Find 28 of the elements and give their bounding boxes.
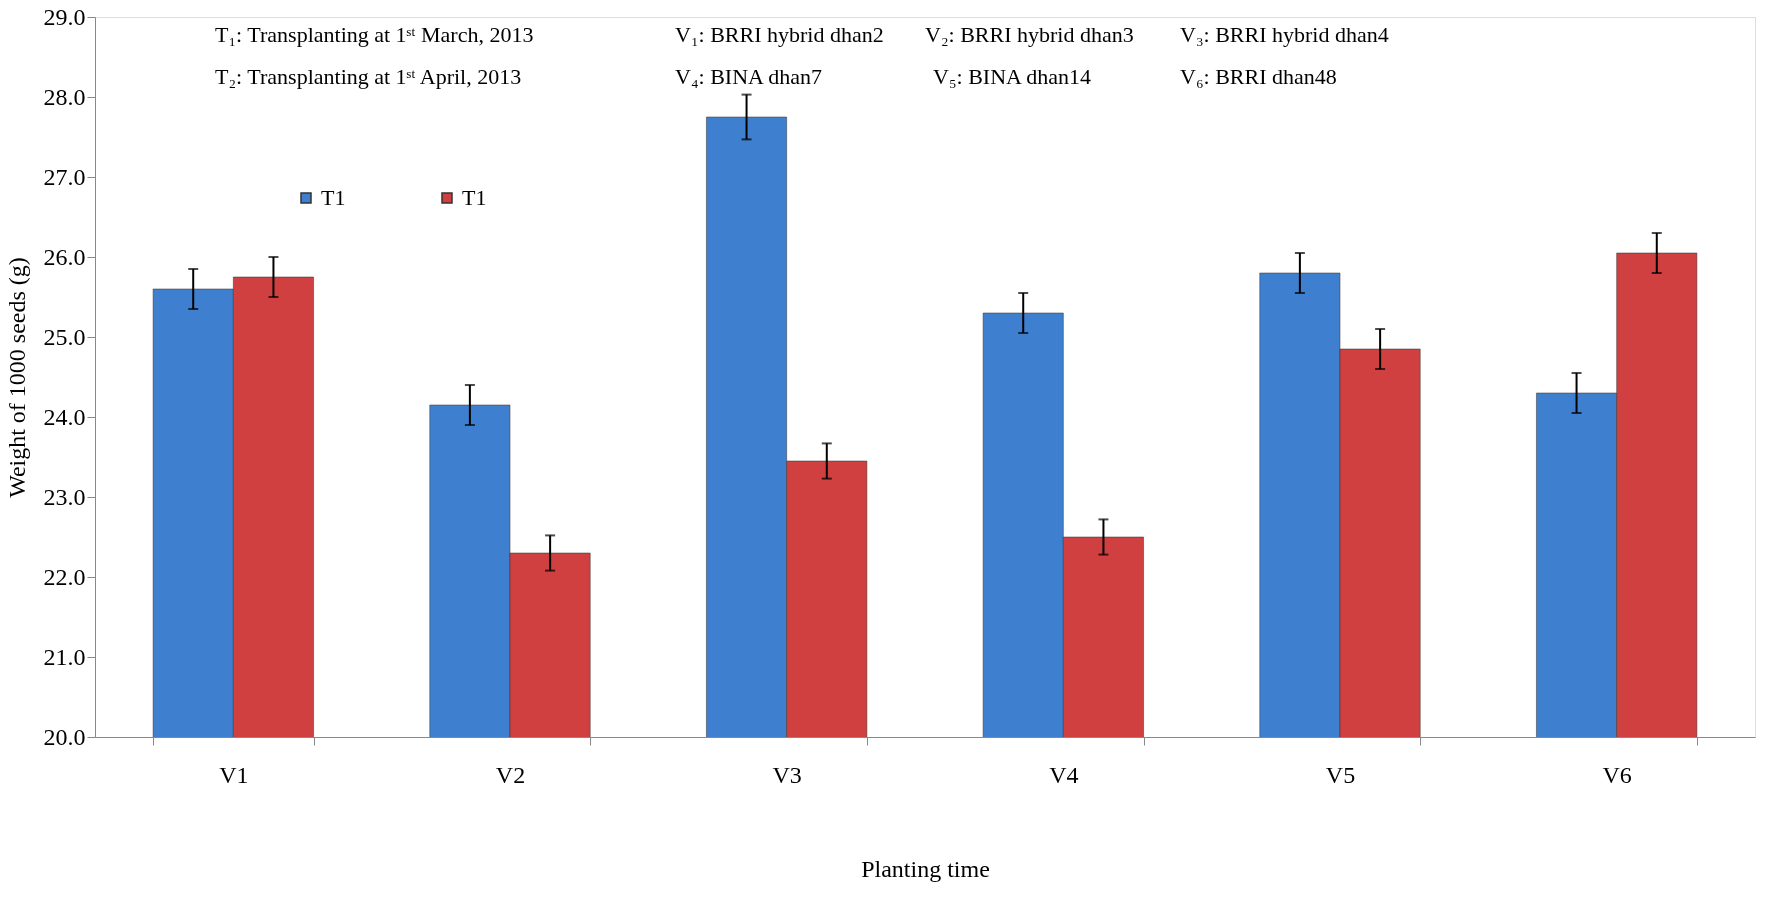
y-tick-label: 28.0 — [43, 83, 86, 110]
x-tick-label: V4 — [1049, 761, 1079, 788]
x-axis-title: Planting time — [861, 855, 990, 882]
y-tick-label: 29.0 — [43, 3, 86, 30]
y-tick-label: 24.0 — [43, 403, 86, 430]
x-tick-label: V2 — [495, 761, 526, 788]
annotation: V₆: BRRI dhan48 — [1180, 64, 1337, 89]
x-tick-label: V3 — [772, 761, 802, 788]
annotation: V₃: BRRI hybrid dhan4 — [1180, 22, 1389, 47]
y-tick-label: 21.0 — [43, 643, 86, 670]
annotation: T₂: Transplanting at 1ˢᵗ April, 2013 — [215, 64, 522, 89]
legend-label: T1 — [321, 185, 346, 210]
annotation: V₅: BINA dhan14 — [933, 64, 1091, 89]
y-tick-label: 22.0 — [43, 563, 86, 590]
annotation: V₂: BRRI hybrid dhan3 — [925, 22, 1134, 47]
y-tick-label: 23.0 — [43, 483, 86, 510]
x-tick-label: V1 — [219, 761, 249, 788]
y-tick-label: 27.0 — [43, 163, 86, 190]
x-tick-label: V5 — [1325, 761, 1356, 788]
x-tick-label: V6 — [1602, 761, 1632, 788]
y-tick-label: 20.0 — [43, 723, 86, 750]
legend-label: T1 — [462, 185, 487, 210]
y-tick-label: 25.0 — [43, 323, 86, 350]
annotation: T₁: Transplanting at 1ˢᵗ March, 2013 — [215, 22, 534, 47]
annotation: V₄: BINA dhan7 — [675, 64, 822, 89]
y-tick-label: 26.0 — [43, 243, 86, 270]
annotation: V₁: BRRI hybrid dhan2 — [675, 22, 884, 47]
y-axis-title: Weight of 1000 seeds (g) — [3, 257, 30, 498]
